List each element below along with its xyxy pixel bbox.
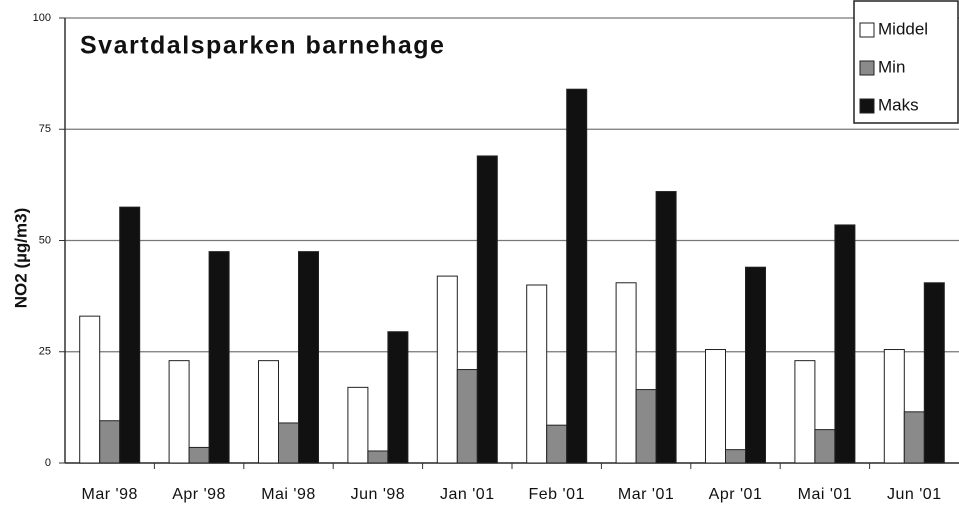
y-tick-label: 75 <box>39 123 51 135</box>
bar <box>903 411 925 464</box>
legend: Middel Min Maks <box>853 0 959 124</box>
bar <box>705 349 726 464</box>
x-tick-label: Jun '01 <box>887 486 942 503</box>
legend-swatch <box>859 98 875 114</box>
y-tick-label: 50 <box>39 234 51 246</box>
x-tick-label: Jun '98 <box>351 486 406 503</box>
x-tick-label: Apr '01 <box>709 486 763 503</box>
legend-swatch <box>859 22 875 38</box>
y-tick-label: 0 <box>45 457 51 469</box>
bar <box>278 422 299 464</box>
bar <box>119 206 141 464</box>
legend-label: Min <box>878 57 905 76</box>
bar <box>883 349 905 464</box>
bar <box>168 360 190 464</box>
y-tick-label: 100 <box>33 12 51 24</box>
y-tick-label: 25 <box>39 346 51 358</box>
bar <box>814 429 836 464</box>
legend-label: Middel <box>878 19 928 38</box>
bar <box>79 315 101 464</box>
bar <box>298 251 319 464</box>
bar <box>476 155 498 464</box>
bar <box>99 420 121 464</box>
bar <box>615 282 637 464</box>
bar <box>655 191 677 464</box>
legend-swatch <box>859 60 875 76</box>
x-tick-label: Jan '01 <box>440 486 495 503</box>
bar <box>188 446 210 464</box>
bar <box>208 251 230 464</box>
x-tick-label: Mar '98 <box>82 486 138 503</box>
legend-label: Maks <box>878 95 919 114</box>
bar <box>347 386 369 464</box>
bar <box>923 282 945 464</box>
x-tick-label: Mai '01 <box>798 486 853 503</box>
bar <box>258 360 279 464</box>
bar <box>566 88 588 464</box>
chart-title: Svartdalsparken barnehage <box>80 32 445 60</box>
x-tick-label: Feb '01 <box>529 486 585 503</box>
bar <box>526 284 548 464</box>
bar <box>436 275 458 464</box>
bar <box>387 331 409 464</box>
bar <box>635 389 657 464</box>
bar <box>834 224 856 464</box>
bar <box>745 266 766 464</box>
y-axis-label: NO2 (µg/m3) <box>11 208 30 308</box>
bar <box>794 360 816 464</box>
bar <box>546 424 568 464</box>
x-tick-label: Apr '98 <box>172 486 226 503</box>
bar <box>367 450 389 464</box>
x-tick-label: Mar '01 <box>618 486 674 503</box>
bar <box>456 369 478 464</box>
x-tick-label: Mai '98 <box>261 486 316 503</box>
bar <box>725 449 746 464</box>
